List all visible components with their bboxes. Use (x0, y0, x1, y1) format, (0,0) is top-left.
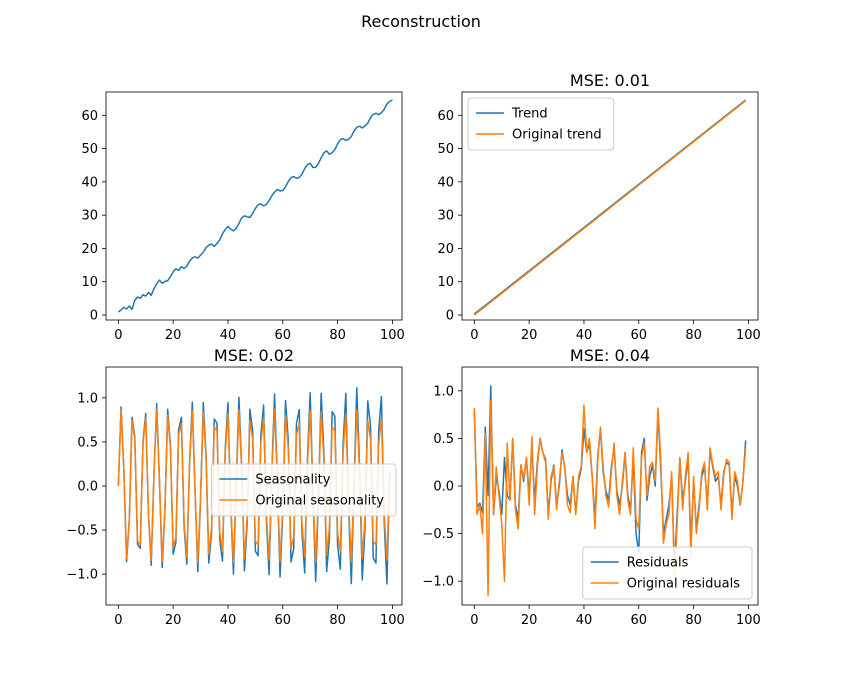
panel-title: MSE: 0.04 (570, 346, 650, 365)
figure-title: Reconstruction (361, 12, 481, 31)
y-tick-label: 0.5 (77, 435, 98, 450)
legend-entry: Trend (511, 107, 548, 122)
x-tick-label: 20 (165, 328, 182, 343)
y-tick-label: 60 (81, 109, 98, 124)
y-tick-label: 10 (437, 275, 454, 290)
y-tick-label: 20 (437, 242, 454, 257)
y-tick-label: 0.0 (77, 480, 98, 495)
y-tick-label: 30 (437, 209, 454, 224)
x-tick-label: 40 (220, 328, 237, 343)
legend-box (210, 463, 397, 517)
y-tick-label: −1.0 (422, 575, 454, 590)
legend-entry: Seasonality (255, 473, 330, 488)
y-tick-label: 10 (81, 275, 98, 290)
y-tick-label: 0 (90, 309, 98, 324)
panel-title: MSE: 0.01 (570, 71, 650, 90)
y-tick-label: 50 (81, 142, 98, 157)
y-tick-label: 0.0 (433, 480, 454, 495)
legend-entry: Original residuals (627, 577, 741, 592)
x-tick-label: 80 (329, 613, 346, 628)
x-tick-label: 100 (380, 613, 405, 628)
panel-residuals: 0 20 40 60 80 100 −1.0 −0.5 0.0 0.5 1.0 MSE: 0.04 Re… (422, 346, 760, 628)
y-tick-label: 40 (81, 175, 98, 190)
x-tick-label: 20 (165, 613, 182, 628)
panel-trend: 0 20 40 60 80 100 0 10 20 30 40 50 60 MSE: 0.01 Trend O… (437, 71, 760, 343)
y-tick-label: 30 (81, 209, 98, 224)
x-tick-label: 60 (275, 613, 292, 628)
x-tick-label: 60 (631, 613, 648, 628)
x-tick-label: 0 (470, 613, 478, 628)
y-tick-label: −1.0 (66, 568, 98, 583)
legend: Residuals Original residuals (582, 546, 753, 600)
series-line-original (473, 399, 747, 597)
y-tick-label: 60 (437, 109, 454, 124)
x-tick-label: 0 (470, 328, 478, 343)
x-tick-label: 80 (329, 328, 346, 343)
axes-frame (461, 91, 759, 321)
x-tick-label: 40 (220, 613, 237, 628)
legend-box (582, 546, 753, 600)
y-tick-label: 1.0 (77, 391, 98, 406)
legend: Trend Original trend (467, 97, 615, 151)
y-tick-label: 50 (437, 142, 454, 157)
x-tick-label: 0 (114, 613, 122, 628)
series-line-primary (117, 99, 393, 313)
series-line-original (473, 100, 747, 316)
legend-entry: Original seasonality (255, 494, 384, 509)
x-tick-label: 0 (114, 328, 122, 343)
panel-series: 0 20 40 60 80 100 0 10 20 30 40 50 60 (81, 91, 405, 343)
y-tick-label: 20 (81, 242, 98, 257)
axes-frame (105, 91, 403, 321)
y-tick-label: 0.5 (433, 432, 454, 447)
y-tick-label: −0.5 (66, 524, 98, 539)
panel-title: MSE: 0.02 (214, 346, 294, 365)
x-tick-label: 40 (576, 613, 593, 628)
x-tick-label: 40 (576, 328, 593, 343)
x-tick-label: 80 (685, 613, 702, 628)
x-tick-label: 20 (521, 328, 538, 343)
legend-entry: Original trend (512, 128, 602, 143)
x-tick-label: 60 (631, 328, 648, 343)
x-tick-label: 100 (736, 328, 761, 343)
y-tick-label: −0.5 (422, 527, 454, 542)
x-tick-label: 60 (275, 328, 292, 343)
y-tick-label: 1.0 (433, 384, 454, 399)
y-tick-label: 0 (446, 309, 454, 324)
legend-box (467, 97, 615, 151)
x-tick-label: 100 (380, 328, 405, 343)
x-tick-label: 80 (685, 328, 702, 343)
y-tick-label: 40 (437, 175, 454, 190)
legend: Seasonality Original seasonality (210, 463, 397, 517)
x-tick-label: 100 (736, 613, 761, 628)
panel-seasonality: 0 20 40 60 80 100 −1.0 −0.5 0.0 0.5 1.0 MSE: 0.02 Se… (66, 346, 404, 628)
legend-entry: Residuals (627, 556, 689, 571)
x-tick-label: 20 (521, 613, 538, 628)
